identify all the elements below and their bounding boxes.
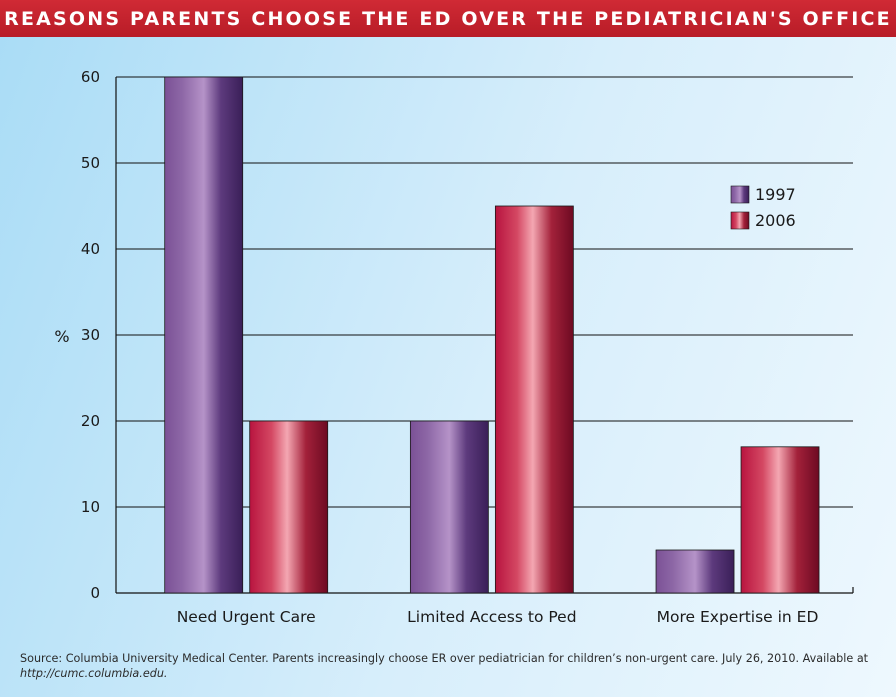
source-url: http://cumc.columbia.edu. — [20, 667, 168, 680]
bar-1997-1 — [409, 420, 489, 594]
x-tick-label: More Expertise in ED — [657, 608, 819, 626]
y-axis-label: % — [54, 327, 69, 346]
legend-swatch-1997 — [730, 185, 750, 204]
legend-swatch-2006 — [730, 211, 750, 230]
y-tick-labels: 0 10 20 30 40 50 60 — [81, 68, 100, 602]
chart-title: REASONS PARENTS CHOOSE THE ED OVER THE P… — [0, 0, 896, 37]
x-tick-label: Limited Access to Ped — [407, 608, 576, 626]
source-text: Source: Columbia University Medical Cent… — [20, 652, 869, 665]
legend-label: 1997 — [755, 185, 796, 204]
x-tick-label: Need Urgent Care — [177, 608, 316, 626]
y-tick-label: 60 — [81, 68, 100, 86]
bar-chart: 0 10 20 30 40 50 60 % Need Urgent Care Limited … — [54, 68, 854, 626]
legend-label: 2006 — [755, 211, 796, 230]
bar-2006-0 — [249, 420, 329, 594]
bar-1997-0 — [164, 76, 244, 594]
y-tick-label: 40 — [81, 240, 100, 258]
legend: 1997 2006 — [730, 185, 796, 230]
y-tick-label: 0 — [90, 584, 100, 602]
bar-1997-2 — [655, 549, 735, 594]
y-tick-label: 50 — [81, 154, 100, 172]
bar-2006-1 — [494, 205, 574, 594]
bars — [164, 76, 820, 594]
y-tick-label: 30 — [81, 326, 100, 344]
y-tick-label: 20 — [81, 412, 100, 430]
x-tick-labels: Need Urgent Care Limited Access to Ped Mor… — [177, 608, 819, 626]
source-note: Source: Columbia University Medical Cent… — [20, 651, 886, 681]
y-tick-label: 10 — [81, 498, 100, 516]
bar-2006-2 — [740, 446, 820, 594]
